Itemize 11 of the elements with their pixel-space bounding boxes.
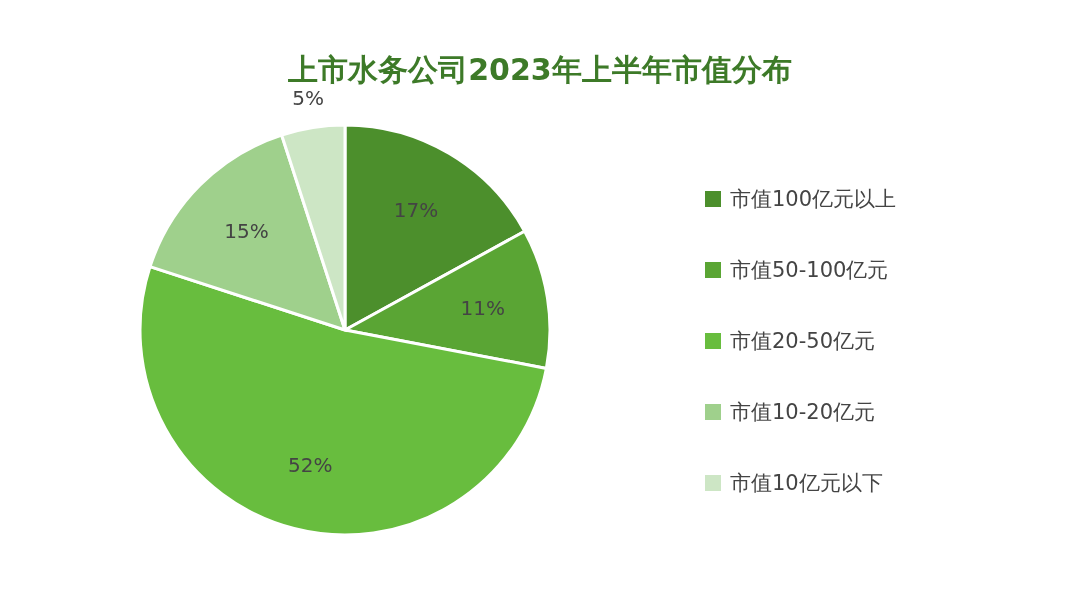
data-label: 15% [224,219,269,244]
legend-label: 市值100亿元以上 [730,187,897,211]
data-label: 11% [460,296,505,321]
data-label: 52% [288,453,333,478]
data-label: 17% [393,198,439,223]
legend-label: 市值50-100亿元 [730,258,889,282]
chart-title: 上市水务公司2023年上半年市值分布 [287,52,792,87]
legend-label: 市值10亿元以下 [730,471,883,495]
data-label: 5% [292,85,325,110]
legend-label: 市值10-20亿元 [730,400,876,424]
legend-label: 市值20-50亿元 [730,329,876,353]
